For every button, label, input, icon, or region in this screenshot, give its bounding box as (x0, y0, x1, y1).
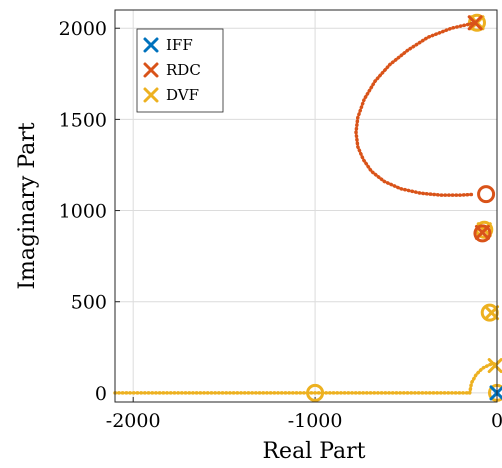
legend-label-dvf: DVF (166, 86, 199, 104)
y-tick-label: 0 (95, 383, 107, 405)
y-axis-label: Imaginary Part (15, 122, 40, 289)
locus-branch (356, 23, 475, 195)
zero-marker (479, 187, 494, 202)
legend-label-iff: IFF (166, 36, 193, 54)
tick-labels: -2000 -1000 0 0 500 1000 1500 2000 (59, 18, 502, 432)
y-tick-label: 500 (71, 292, 107, 314)
series-rdc (356, 17, 494, 241)
x-tick-label: 0 (491, 410, 502, 432)
x-tick-label: -1000 (288, 410, 343, 432)
legend-label-rdc: RDC (166, 61, 201, 79)
y-tick-label: 1500 (59, 109, 107, 131)
x-axis-label: Real Part (262, 439, 365, 464)
y-tick-label: 1000 (59, 201, 107, 223)
y-tick-label: 2000 (59, 18, 107, 40)
x-tick-label: -2000 (106, 410, 161, 432)
legend: IFF RDC DVF (137, 29, 223, 112)
